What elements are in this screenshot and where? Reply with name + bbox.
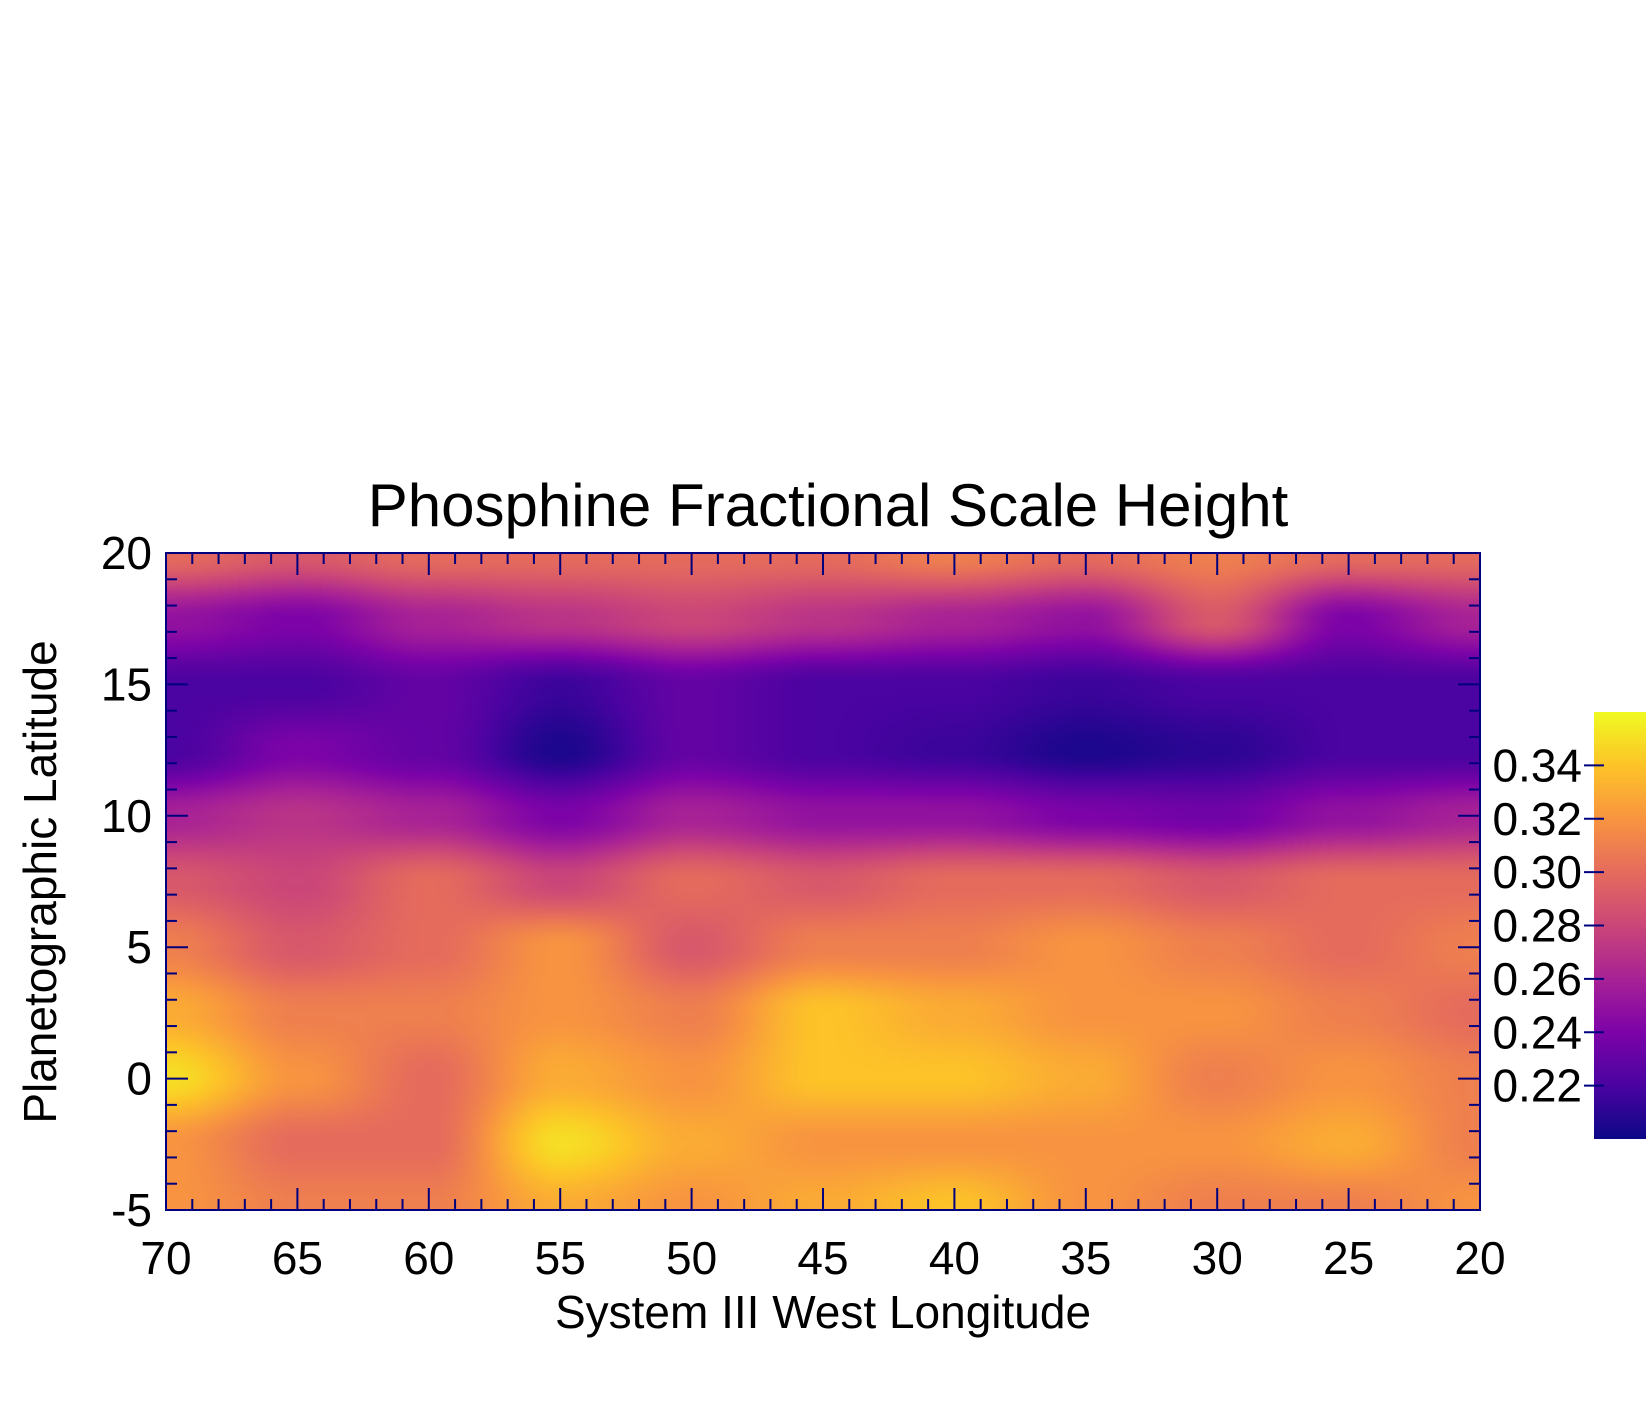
x-tick-label: 65 bbox=[272, 1232, 323, 1284]
x-tick-label: 55 bbox=[535, 1232, 586, 1284]
x-tick-label: 40 bbox=[929, 1232, 980, 1284]
x-axis-label: System III West Longitude bbox=[555, 1286, 1091, 1338]
x-tick-label: 70 bbox=[140, 1232, 191, 1284]
colorbar-tick-label: 0.22 bbox=[1492, 1060, 1582, 1112]
colorbar-tick-label: 0.30 bbox=[1492, 846, 1582, 898]
x-tick-label: 35 bbox=[1060, 1232, 1111, 1284]
colorbar-tick-label: 0.24 bbox=[1492, 1006, 1582, 1058]
x-tick-label: 45 bbox=[797, 1232, 848, 1284]
colorbar-ticks: 0.220.240.260.280.300.320.34 bbox=[1492, 739, 1604, 1112]
heatmap-image bbox=[166, 553, 1480, 1210]
x-axis: 70 65 60 55 50 45 40 35 30 25 20 bbox=[140, 553, 1506, 1284]
y-tick-label: -5 bbox=[111, 1184, 152, 1236]
y-tick-label: 20 bbox=[101, 527, 152, 579]
y-tick-label: 0 bbox=[126, 1053, 152, 1105]
x-tick-label: 50 bbox=[666, 1232, 717, 1284]
colorbar: 0.220.240.260.280.300.320.34 bbox=[1492, 712, 1646, 1139]
y-axis: -5 0 5 10 15 20 bbox=[101, 527, 1480, 1236]
y-tick-label: 15 bbox=[101, 658, 152, 710]
x-tick-label: 25 bbox=[1323, 1232, 1374, 1284]
x-tick-label: 30 bbox=[1192, 1232, 1243, 1284]
chart-title: Phosphine Fractional Scale Height bbox=[368, 472, 1289, 539]
y-tick-label: 10 bbox=[101, 790, 152, 842]
y-axis-label: Planetographic Latitude bbox=[14, 640, 66, 1123]
y-tick-label: 5 bbox=[126, 921, 152, 973]
colorbar-tick-label: 0.28 bbox=[1492, 900, 1582, 952]
plot-area bbox=[165, 552, 1481, 1211]
colorbar-tick-label: 0.34 bbox=[1492, 739, 1582, 791]
x-tick-label: 60 bbox=[403, 1232, 454, 1284]
colorbar-tick-label: 0.26 bbox=[1492, 953, 1582, 1005]
colorbar-tick-label: 0.32 bbox=[1492, 793, 1582, 845]
x-tick-label: 20 bbox=[1454, 1232, 1505, 1284]
